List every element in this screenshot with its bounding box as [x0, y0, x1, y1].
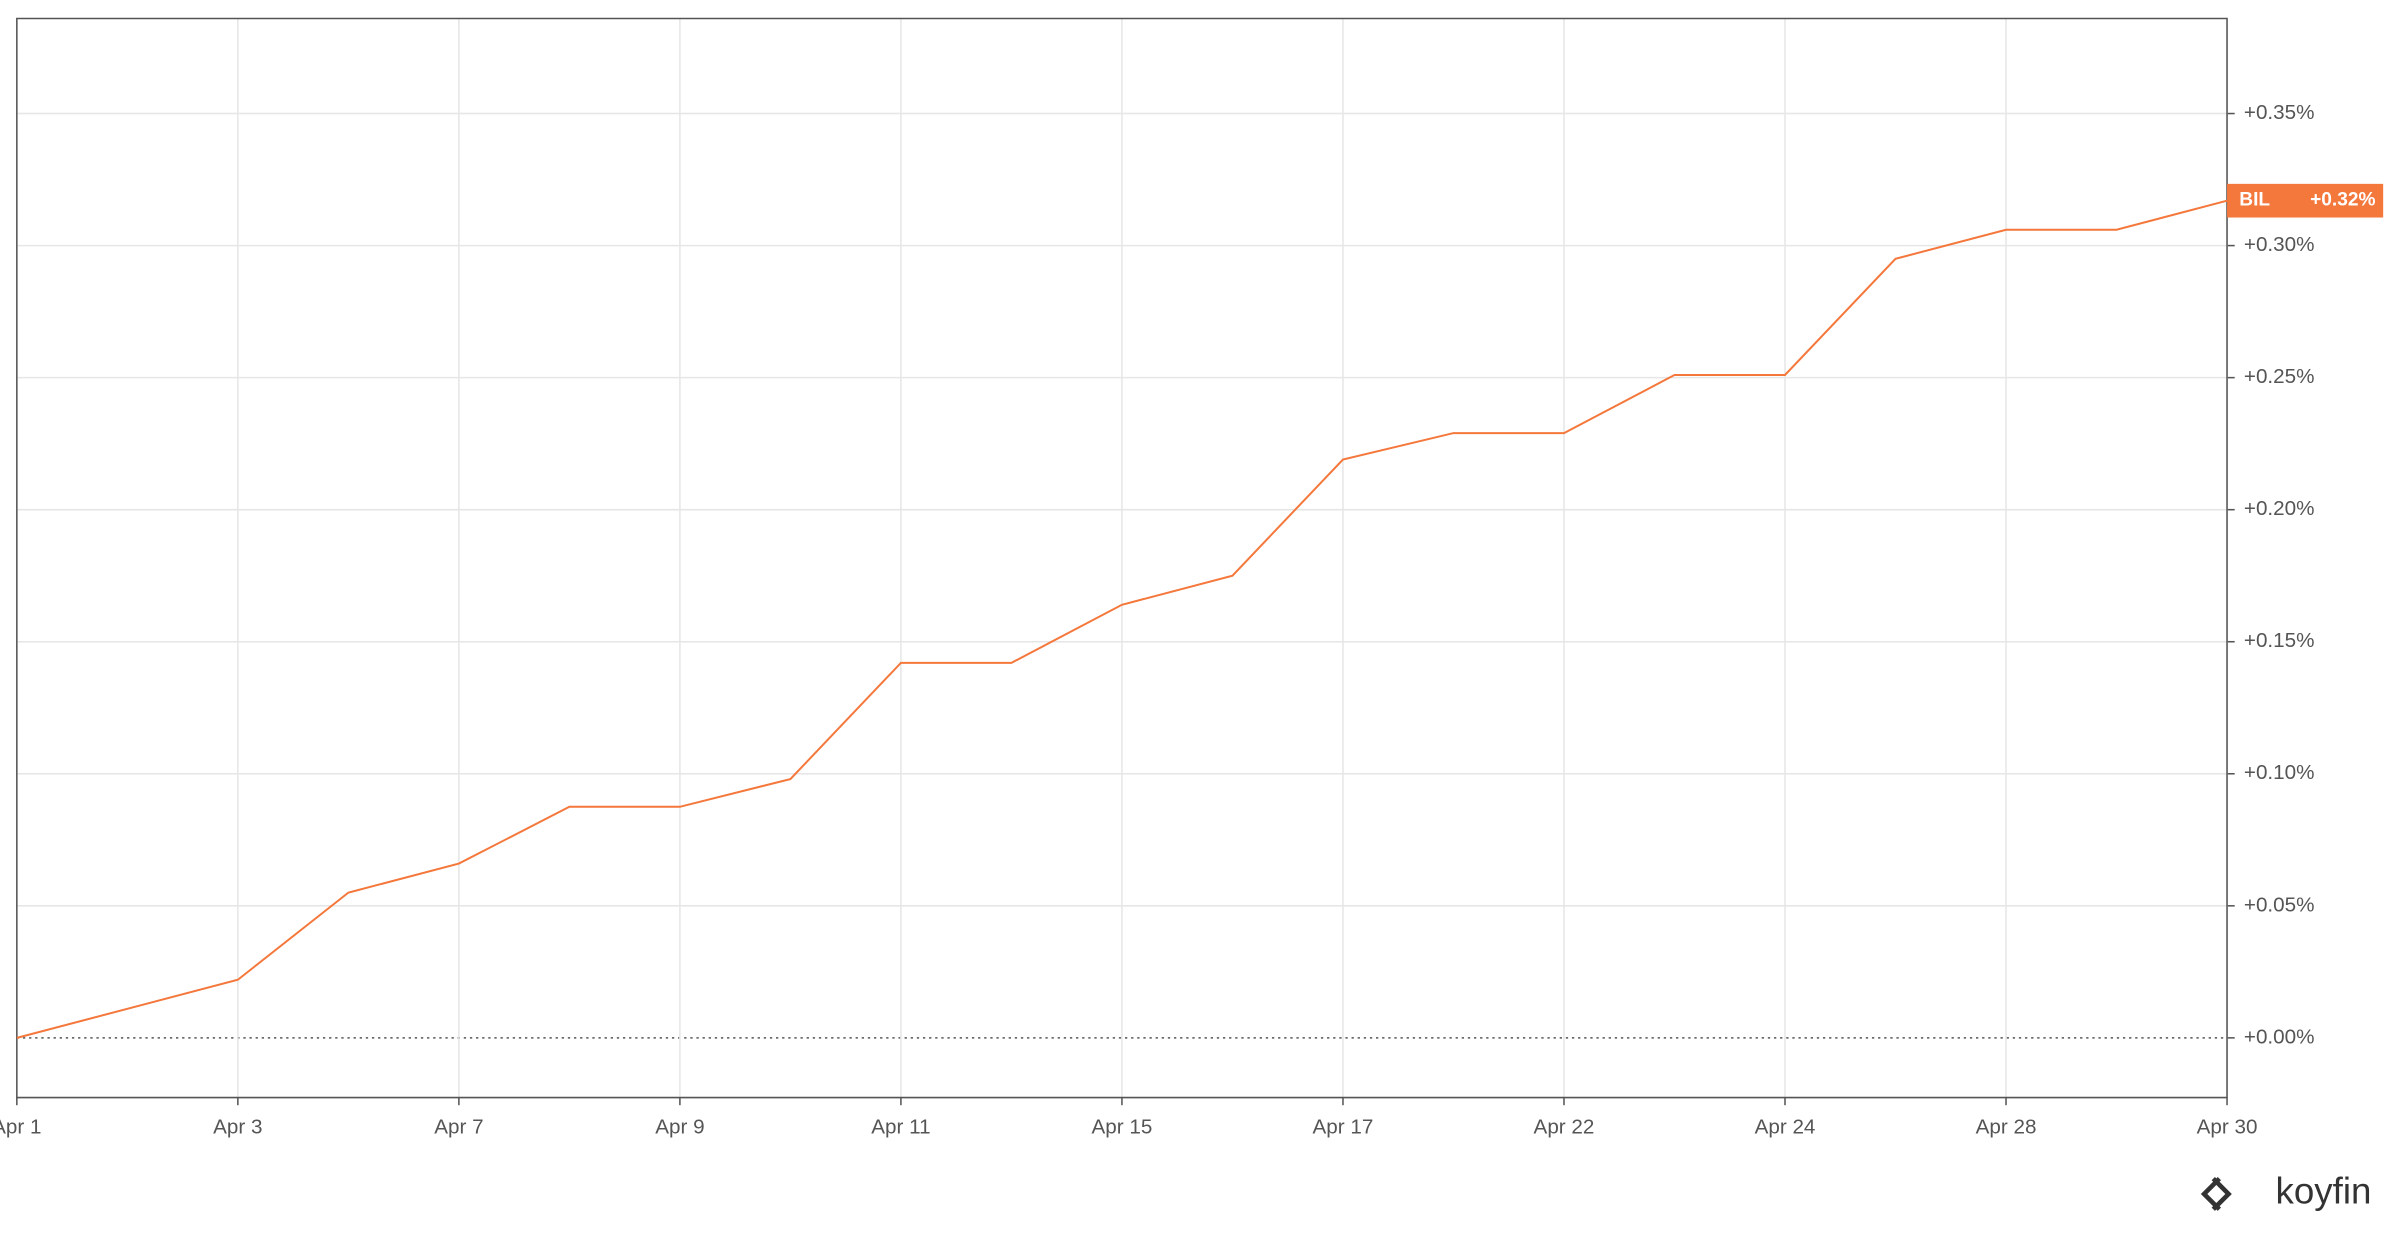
x-tick-label: Apr 17: [1313, 1116, 1374, 1139]
y-tick-label: +0.25%: [2244, 365, 2315, 388]
x-tick-label: Apr 1: [0, 1116, 42, 1139]
brand-logo: koyfin: [2276, 1171, 2372, 1212]
series-line: [16, 199, 2228, 1039]
end-badge: [2227, 183, 2384, 218]
legend-label: BIL: [2239, 190, 2270, 211]
x-tick-label: Apr 24: [1755, 1116, 1816, 1139]
x-tick-label: Apr 11: [871, 1116, 930, 1139]
x-tick-label: Apr 28: [1976, 1116, 2037, 1139]
x-tick-label: Apr 30: [2197, 1116, 2258, 1139]
x-tick-label: Apr 3: [213, 1116, 262, 1139]
y-tick-label: +0.10%: [2244, 761, 2315, 784]
y-tick-label: +0.05%: [2244, 893, 2315, 916]
y-tick-label: +0.15%: [2244, 629, 2315, 652]
y-tick-label: +0.00%: [2244, 1025, 2315, 1048]
x-tick-label: Apr 9: [655, 1116, 704, 1139]
end-value-label: +0.32%: [2310, 190, 2375, 211]
plot-frame: [16, 17, 2228, 1099]
brand-icon: [2200, 1177, 2232, 1211]
y-tick-label: +0.20%: [2244, 497, 2315, 520]
y-tick-label: +0.30%: [2244, 233, 2315, 256]
x-tick-label: Apr 22: [1534, 1116, 1595, 1139]
x-tick-label: Apr 15: [1092, 1116, 1153, 1139]
x-tick-label: Apr 7: [434, 1116, 483, 1139]
y-tick-label: +0.35%: [2244, 101, 2315, 124]
